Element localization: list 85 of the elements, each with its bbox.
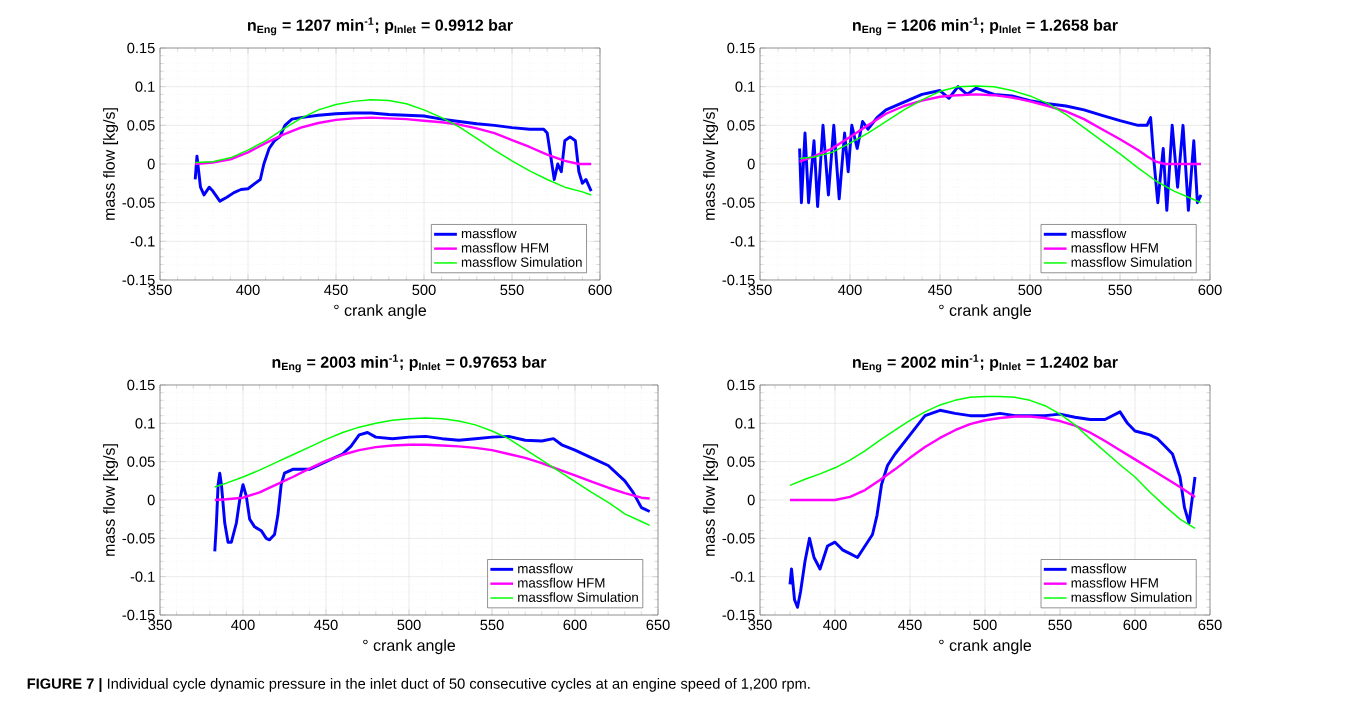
x-tick-label: 500 (397, 619, 421, 631)
x-tick-label: 400 (236, 284, 260, 296)
y-tick-label: -0.1 (730, 236, 755, 247)
x-tick-label: 550 (1108, 284, 1132, 296)
y-tick-label: -0.05 (122, 533, 155, 544)
y-tick-label: 0.05 (727, 120, 755, 131)
x-tick-label: 450 (928, 284, 952, 296)
legend-label: massflow Simulation (461, 257, 582, 267)
x-tick-label: 450 (324, 284, 348, 296)
y-axis-title: mass flow [kg/s] (103, 108, 119, 220)
y-tick-label: 0 (147, 494, 155, 506)
line-series (194, 116, 593, 166)
y-tick-label: -0.05 (122, 197, 155, 208)
x-tick-label: 350 (748, 284, 772, 296)
x-tick-label: 350 (148, 619, 172, 631)
y-tick-label: 0.05 (127, 120, 155, 131)
x-tick-label: 500 (973, 619, 997, 631)
x-tick-label: 500 (1018, 284, 1042, 296)
x-tick-label: 600 (1198, 284, 1222, 296)
chart-title: n$_{Eng}$ = 2003 min$^{-1}$; p$_{Inlet}$ = 0.97653 bar (272, 354, 547, 373)
x-tick-label: 400 (838, 284, 862, 296)
y-tick-label: 0.05 (127, 456, 155, 467)
y-tick-label: 0.1 (135, 418, 155, 429)
legend-label: massflow (518, 563, 573, 574)
x-tick-label: 600 (588, 284, 612, 296)
y-axis-title: mass flow [kg/s] (703, 108, 719, 220)
x-tick-label: 650 (1198, 619, 1222, 631)
x-tick-label: 600 (1123, 619, 1147, 631)
x-axis-title: ° crank angle (939, 304, 1032, 320)
x-tick-label: 500 (412, 284, 436, 296)
y-tick-label: 0 (747, 158, 755, 170)
y-tick-label: -0.15 (122, 274, 155, 286)
x-tick-label: 550 (480, 619, 504, 631)
x-axis-title: ° crank angle (334, 304, 427, 320)
y-tick-label: 0.15 (727, 42, 755, 54)
x-axis-title: ° crank angle (363, 639, 456, 655)
y-tick-label: 0 (747, 494, 755, 506)
y-tick-label: 0.1 (735, 418, 755, 429)
x-tick-label: 350 (748, 619, 772, 631)
y-tick-label: -0.15 (722, 274, 755, 286)
y-tick-label: -0.1 (130, 571, 155, 582)
x-tick-label: 400 (823, 619, 847, 631)
y-tick-label: 0.1 (135, 81, 155, 92)
y-tick-label: -0.15 (122, 609, 155, 621)
y-tick-label: 0.15 (727, 379, 755, 391)
y-tick-label: -0.05 (722, 533, 755, 544)
y-tick-label: -0.1 (130, 236, 155, 247)
y-tick-label: -0.15 (722, 609, 755, 621)
x-tick-label: 600 (563, 619, 587, 631)
y-tick-label: 0.15 (127, 379, 155, 391)
y-tick-label: 0.15 (127, 42, 155, 54)
line-series (194, 99, 592, 196)
y-axis-title: mass flow [kg/s] (103, 444, 119, 556)
x-tick-label: 550 (1048, 619, 1072, 631)
legend-label: massflow (461, 228, 517, 239)
y-tick-label: 0.05 (727, 456, 755, 467)
y-axis-title: mass flow [kg/s] (703, 444, 719, 556)
text: FIGURE 7 | Individual cycle dynamic pressure in the inlet duct of 50 consecutive cycles at an engine speed of 1,200 rpm. (27, 678, 810, 692)
legend-label: massflow Simulation (1071, 592, 1192, 602)
x-axis-title: ° crank angle (939, 639, 1032, 655)
x-tick-label: 450 (314, 619, 338, 631)
legend-label: massflow HFM (1071, 242, 1158, 253)
line-series (193, 111, 593, 203)
y-tick-label: -0.05 (722, 197, 755, 208)
legend-label: massflow HFM (518, 577, 605, 588)
chart-title: n$_{Eng}$ = 1207 min$^{-1}$; p$_{Inlet}$ = 0.9912 bar (247, 17, 513, 36)
y-tick-label: 0 (147, 158, 155, 170)
y-tick-label: 0.1 (735, 81, 755, 92)
x-tick-label: 550 (500, 284, 524, 296)
line-series (798, 93, 1203, 166)
legend-label: massflow Simulation (518, 592, 638, 602)
x-tick-label: 400 (231, 619, 255, 631)
legend-label: massflow HFM (1071, 577, 1158, 588)
x-tick-label: 650 (646, 619, 670, 631)
line-series (213, 431, 652, 553)
legend-label: massflow (1071, 563, 1127, 574)
legend-label: massflow (1071, 228, 1127, 239)
line-series (213, 443, 651, 502)
legend-label: massflow HFM (461, 242, 549, 253)
chart-title: n$_{Eng}$ = 1206 min$^{-1}$; p$_{Inlet}$ = 1.2658 bar (852, 17, 1118, 36)
chart-title: n$_{Eng}$ = 2002 min$^{-1}$; p$_{Inlet}$ = 1.2402 bar (853, 354, 1118, 373)
x-tick-label: 350 (148, 284, 172, 296)
y-tick-label: -0.1 (730, 571, 755, 582)
x-tick-label: 450 (898, 619, 922, 631)
legend-label: massflow Simulation (1071, 257, 1192, 267)
